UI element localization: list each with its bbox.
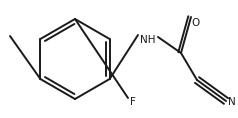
Text: F: F [130, 97, 136, 107]
Text: O: O [192, 18, 200, 28]
Text: NH: NH [140, 35, 156, 45]
Text: N: N [228, 97, 236, 107]
